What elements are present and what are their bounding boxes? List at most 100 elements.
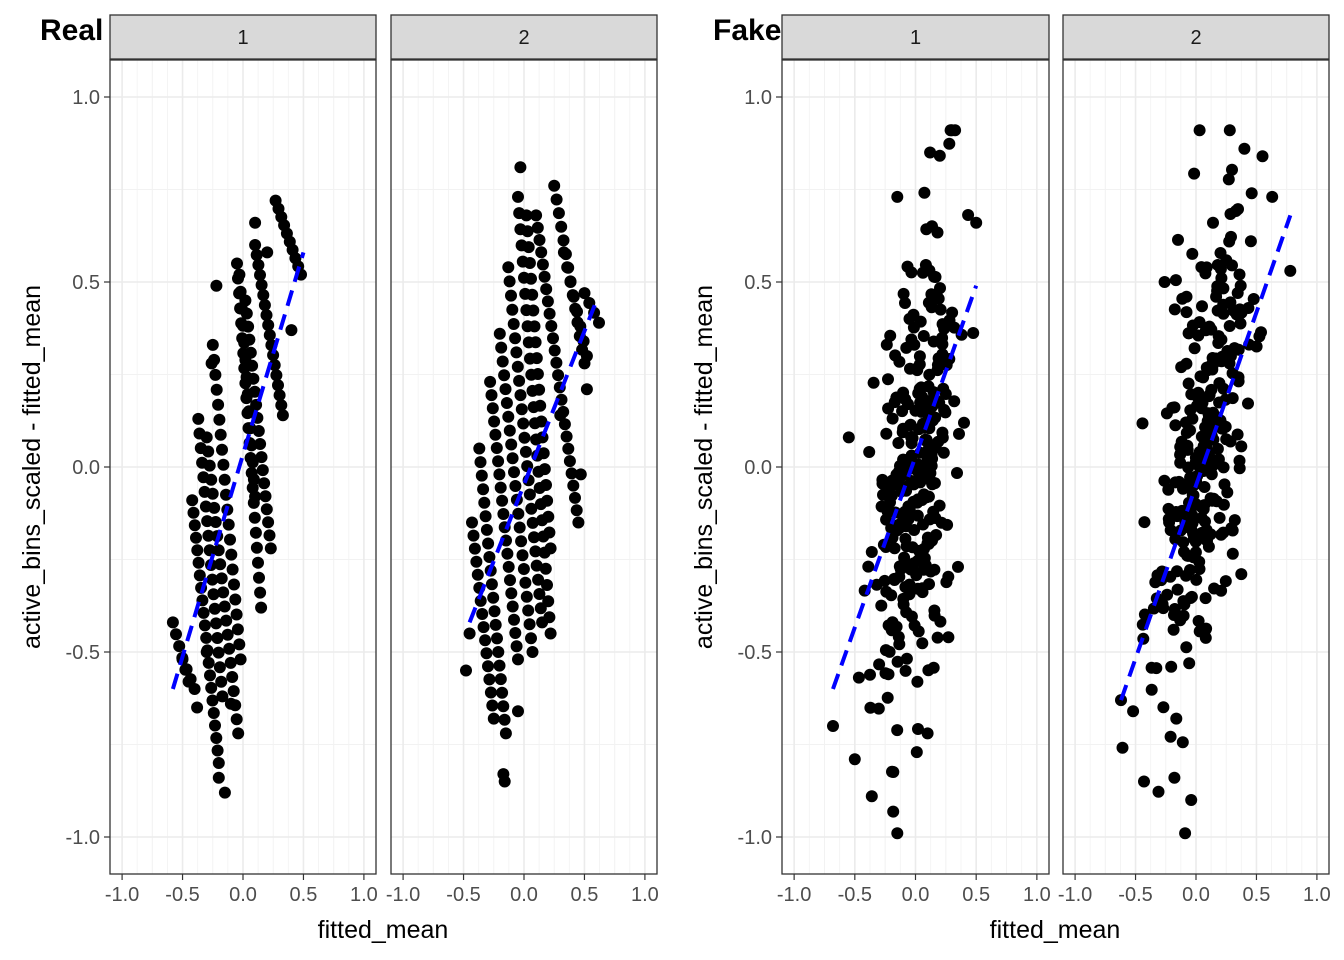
data-point [1223, 320, 1236, 332]
data-point [541, 579, 553, 591]
data-point [258, 299, 271, 312]
data-point [250, 398, 263, 411]
data-point [466, 516, 478, 529]
data-point [864, 668, 876, 681]
data-point [892, 437, 905, 449]
data-point [535, 415, 548, 428]
x-tick-label: 1.0 [1303, 884, 1331, 906]
data-point [1168, 771, 1181, 784]
data-point [208, 501, 221, 514]
data-point [900, 606, 913, 619]
data-point [1235, 440, 1248, 453]
data-point [1218, 478, 1231, 491]
data-point [253, 571, 265, 584]
data-point [203, 544, 216, 557]
data-point [897, 422, 910, 435]
data-point [206, 694, 219, 707]
data-point [1247, 293, 1260, 305]
data-point [496, 494, 509, 507]
data-point [570, 504, 583, 517]
data-point [1233, 462, 1246, 475]
y-tick-label: -0.5 [66, 642, 100, 664]
data-point [208, 602, 221, 615]
data-point [203, 459, 216, 472]
data-point [564, 276, 577, 288]
data-point [526, 516, 539, 529]
data-point [486, 699, 499, 712]
data-point [912, 493, 924, 506]
data-point [216, 690, 229, 703]
data-point [216, 443, 228, 456]
data-point [224, 533, 236, 546]
data-point [906, 432, 919, 445]
data-point [900, 652, 913, 665]
data-point [557, 246, 570, 259]
data-point [1193, 316, 1206, 329]
data-point [533, 234, 546, 246]
fit-line [831, 285, 979, 690]
data-point [884, 496, 896, 509]
data-point [499, 383, 512, 396]
data-point [480, 647, 493, 660]
data-point [529, 336, 542, 349]
data-point [889, 349, 902, 362]
x-axis-title: fitted_mean [990, 916, 1121, 944]
data-point [254, 269, 266, 281]
data-point [1170, 712, 1183, 725]
data-point [911, 675, 924, 688]
x-tick-label: 1.0 [631, 884, 659, 906]
data-point [209, 368, 222, 381]
data-point [1193, 124, 1206, 137]
y-tick-label: 1.0 [72, 87, 100, 109]
data-point [530, 352, 543, 365]
data-point [1136, 417, 1149, 430]
data-point [1233, 268, 1246, 281]
data-point [1178, 545, 1190, 558]
data-point [261, 246, 274, 259]
fit-line [467, 299, 599, 624]
data-point [260, 503, 273, 516]
data-point [1211, 259, 1224, 271]
data-point [246, 359, 259, 372]
data-point [231, 257, 243, 270]
data-point [852, 671, 865, 684]
data-point [489, 618, 502, 631]
data-point [1176, 736, 1189, 749]
data-point [471, 568, 484, 581]
data-point [476, 608, 489, 620]
x-tick-label: 0.5 [1243, 884, 1271, 906]
y-tick-label: 0.5 [72, 272, 100, 294]
data-point [276, 409, 289, 422]
data-point [881, 691, 894, 704]
data-point [827, 720, 839, 732]
data-point [908, 524, 921, 536]
data-point [497, 700, 510, 713]
data-point [226, 671, 239, 683]
data-point [1223, 357, 1236, 370]
data-point [1171, 583, 1184, 596]
data-point [909, 566, 922, 579]
data-point [1242, 302, 1255, 314]
data-point [880, 513, 893, 526]
data-point [872, 702, 885, 715]
data-point [518, 431, 531, 444]
data-point [493, 468, 506, 481]
data-point [842, 431, 855, 444]
data-point [188, 683, 201, 695]
data-point [220, 614, 233, 627]
data-point [1199, 324, 1212, 337]
data-point [1226, 163, 1238, 176]
data-point [1168, 603, 1181, 615]
data-point [205, 681, 218, 694]
data-point [268, 359, 281, 372]
data-point [1183, 657, 1196, 670]
data-point [561, 261, 574, 274]
data-point [496, 355, 509, 368]
data-point [470, 555, 483, 568]
left-figure-title: Real [40, 14, 103, 47]
data-point [900, 509, 913, 522]
data-point [919, 559, 932, 572]
data-point [487, 591, 500, 604]
data-point [230, 608, 243, 621]
data-point [923, 368, 936, 381]
